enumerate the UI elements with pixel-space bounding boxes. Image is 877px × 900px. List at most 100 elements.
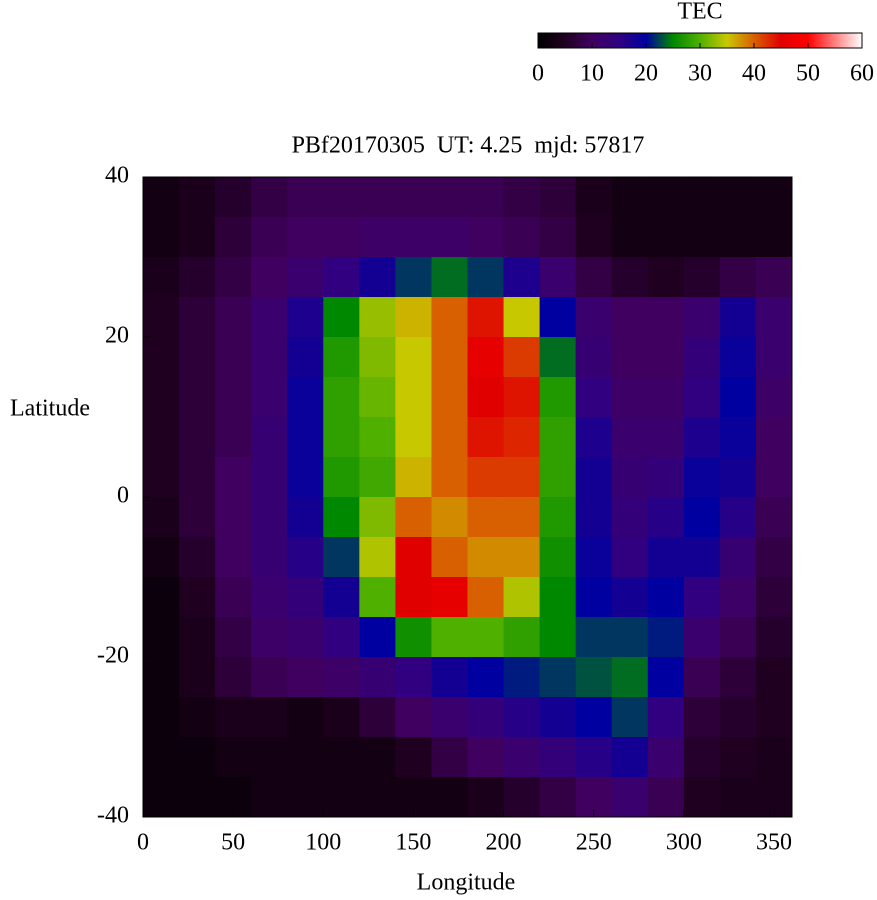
heat-cell <box>755 257 793 298</box>
heat-cell <box>719 377 757 418</box>
heat-cell <box>431 217 468 258</box>
heat-cell <box>647 737 685 778</box>
heat-cell <box>575 577 613 618</box>
heat-cell <box>215 177 252 218</box>
heat-cell <box>539 217 577 258</box>
heat-cell <box>359 537 396 578</box>
heat-cell <box>575 417 613 458</box>
heat-cell <box>719 297 757 338</box>
heat-cell <box>359 697 396 738</box>
heat-cell <box>539 337 577 378</box>
heat-cell <box>431 297 468 338</box>
heat-cell <box>431 777 468 818</box>
heat-cell <box>251 417 288 458</box>
heat-cell <box>143 777 180 818</box>
heat-cell <box>323 417 360 458</box>
heat-cell <box>143 217 180 258</box>
heat-cell <box>611 457 649 498</box>
heat-cell <box>575 377 613 418</box>
heat-cell <box>647 617 685 658</box>
heat-cell <box>215 537 252 578</box>
heat-cell <box>179 697 216 738</box>
heat-cell <box>251 257 288 298</box>
heat-cell <box>359 337 396 378</box>
heat-cell <box>647 337 685 378</box>
heat-cell <box>755 497 793 538</box>
heat-cell <box>251 177 288 218</box>
heat-cell <box>647 417 685 458</box>
colorbar-tick-label: 10 <box>580 61 604 87</box>
chart-title: PBf20170305 UT: 4.25 mjd: 57817 <box>292 133 645 159</box>
heat-cell <box>539 697 577 738</box>
heat-cell <box>323 497 360 538</box>
heat-cell <box>719 457 757 498</box>
heat-cell <box>575 177 613 218</box>
heat-cell <box>359 617 396 658</box>
heat-cell <box>215 337 252 378</box>
heat-cell <box>359 777 396 818</box>
heat-cell <box>287 217 324 258</box>
heat-cell <box>539 537 577 578</box>
heat-cell <box>683 617 721 658</box>
heat-cell <box>287 497 324 538</box>
heat-cell <box>395 697 432 738</box>
heat-cell <box>215 577 252 618</box>
heat-cell <box>719 417 757 458</box>
colorbar-tick-label: 50 <box>796 61 820 87</box>
heat-cell <box>683 297 721 338</box>
heat-cell <box>179 577 216 618</box>
heat-cell <box>683 497 721 538</box>
heat-cell <box>467 417 505 458</box>
heat-cell <box>431 737 468 778</box>
heat-cell <box>143 497 180 538</box>
heat-cell <box>179 417 216 458</box>
heat-cell <box>179 497 216 538</box>
heat-cell <box>647 697 685 738</box>
heat-cell <box>251 697 288 738</box>
heat-cell <box>647 177 685 218</box>
heat-cell <box>719 537 757 578</box>
heat-cell <box>503 617 541 658</box>
heat-cell <box>215 377 252 418</box>
heat-cell <box>467 657 505 698</box>
heat-cell <box>251 337 288 378</box>
heat-cell <box>323 177 360 218</box>
heat-cell <box>647 577 685 618</box>
heat-cell <box>755 377 793 418</box>
heat-cell <box>575 737 613 778</box>
heat-cell <box>647 297 685 338</box>
heat-cell <box>539 457 577 498</box>
heat-cell <box>431 497 468 538</box>
heat-cell <box>503 537 541 578</box>
heat-cell <box>539 737 577 778</box>
heat-cell <box>575 217 613 258</box>
heat-cell <box>143 537 180 578</box>
heat-cell <box>287 337 324 378</box>
heat-cell <box>179 457 216 498</box>
heat-cell <box>755 537 793 578</box>
heat-cell <box>431 657 468 698</box>
heat-cell <box>683 257 721 298</box>
heat-cell <box>575 257 613 298</box>
heat-cell <box>611 337 649 378</box>
heat-cell <box>719 217 757 258</box>
heat-cell <box>143 617 180 658</box>
heat-cell <box>431 457 468 498</box>
heat-cell <box>755 457 793 498</box>
heat-cell <box>143 737 180 778</box>
heat-cell <box>431 417 468 458</box>
heat-cell <box>323 777 360 818</box>
heat-cell <box>143 697 180 738</box>
heat-cell <box>215 297 252 338</box>
heat-cell <box>395 297 432 338</box>
heat-cell <box>431 697 468 738</box>
colorbar-label: TEC <box>677 0 722 25</box>
x-tick-label: 50 <box>221 830 245 856</box>
heat-cell <box>395 177 432 218</box>
heat-cell <box>143 417 180 458</box>
heat-cell <box>467 297 505 338</box>
heat-cell <box>503 377 541 418</box>
heat-cell <box>467 497 505 538</box>
colorbar-tick-label: 60 <box>850 61 874 87</box>
heat-cell <box>755 417 793 458</box>
